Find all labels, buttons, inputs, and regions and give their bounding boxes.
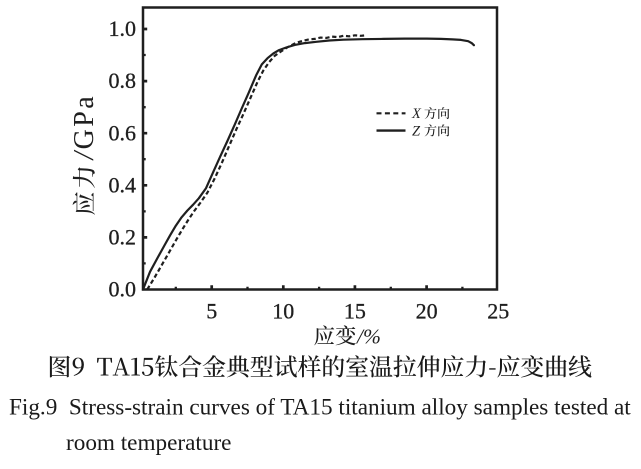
svg-text:25: 25 [487,299,509,324]
svg-text:1.0: 1.0 [109,16,137,41]
svg-text:/GPa: /GPa [69,94,100,162]
svg-text:room temperature: room temperature [66,430,231,456]
svg-text:/%: /% [356,325,381,349]
svg-text:X: X [411,106,422,122]
svg-text:10: 10 [272,299,294,324]
svg-text:0.8: 0.8 [109,68,137,93]
svg-text:0.0: 0.0 [109,277,137,302]
svg-text:5: 5 [206,299,217,324]
svg-text:0.2: 0.2 [109,225,137,250]
svg-text:15: 15 [344,299,366,324]
svg-text:0.6: 0.6 [109,120,137,145]
svg-text:Fig.9 Stress-strain curves of: Fig.9 Stress-strain curves of TA15 titan… [9,395,631,421]
svg-text:20: 20 [416,299,438,324]
svg-text:0.4: 0.4 [109,172,137,197]
svg-text:Z: Z [412,124,421,140]
